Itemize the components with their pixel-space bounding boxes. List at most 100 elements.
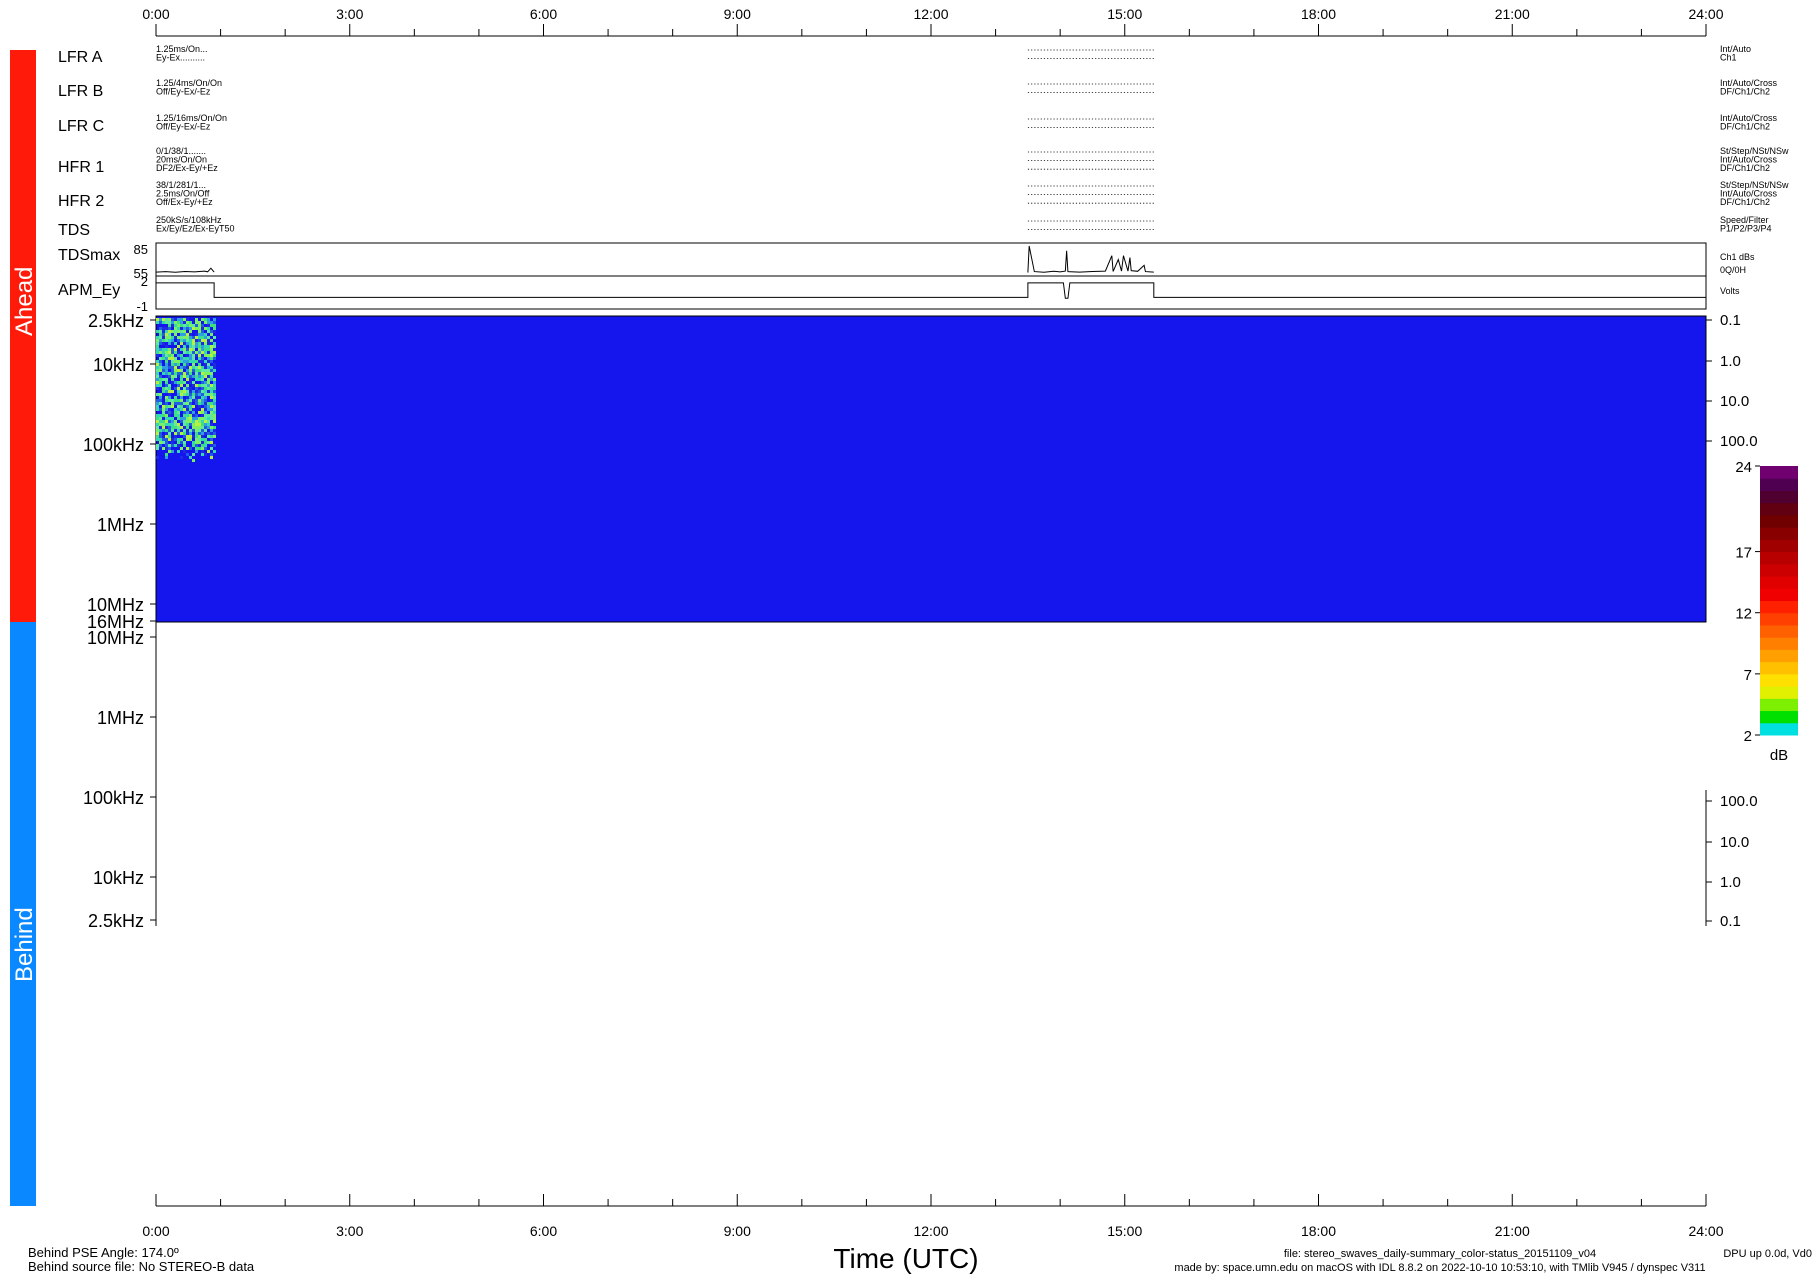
colorbar-cell [1760,637,1798,650]
spectrogram-cell [180,336,183,339]
apm-frame [155,275,1707,310]
spectrogram-cell [186,423,189,426]
spectrogram-cell [162,429,165,432]
spectrogram-cell [180,417,183,420]
spectrogram-cell [201,357,204,360]
spectrogram-cell [207,351,210,354]
spectrogram-cell [204,327,207,330]
ahead-ytick-label: 16MHz [87,612,144,632]
spectrogram-cell [159,330,162,333]
spectrogram-cell [207,366,210,369]
spectrogram-cell [162,321,165,324]
status-left-text: Ey-Ex.......... [156,53,205,63]
spectrogram-cell [192,336,195,339]
status-left-text: 1.25/16ms/On/On [156,113,227,123]
time-tick-label: 6:00 [530,1223,557,1239]
spectrogram-cell [213,411,216,414]
spectrogram-cell [207,408,210,411]
status-left-text: 1.25ms/On... [156,44,208,54]
spectrogram-cell [162,402,165,405]
spectrogram-cell [171,336,174,339]
spectrogram-cell [189,360,192,363]
spectrogram-cell [156,393,159,396]
spectrogram-cell [213,378,216,381]
status-right-text: Speed/Filter [1720,215,1769,225]
spectrogram-cell [177,366,180,369]
spectrogram-cell [189,417,192,420]
spectrogram-cell [174,321,177,324]
spectrogram-cell [195,396,198,399]
spectrogram-cell [162,435,165,438]
status-rows: LFR A 1.25ms/On...Ey-Ex.......... Int/Auto… [58,44,1789,239]
spectrogram-cell [168,426,171,429]
ahead-ytick-label: 1MHz [97,515,144,535]
spectrogram-cell [156,417,159,420]
colorbar-cell [1760,466,1798,479]
spectrogram-cell [195,333,198,336]
spectrogram-cell [213,327,216,330]
spectrogram-cell [180,321,183,324]
spectrogram-cell [195,366,198,369]
spectrogram-cell [168,387,171,390]
spectrogram-cell [201,354,204,357]
spectrogram-cell [165,441,168,444]
spectrogram-cell [189,372,192,375]
spectrogram-cell [189,408,192,411]
spectrogram-cell [201,426,204,429]
spectrogram-cell [213,444,216,447]
spectrogram-cell [201,423,204,426]
spectrogram-cell [213,318,216,321]
xlabel: Time (UTC) [833,1243,978,1274]
spectrogram-cell [156,363,159,366]
spectrogram-cell [174,438,177,441]
spectrogram-cell [171,375,174,378]
spectrogram-cell [180,456,183,459]
status-right-text: St/Step/NSt/NSw [1720,146,1789,156]
spectrogram-cell [183,423,186,426]
spectrogram-cell [213,399,216,402]
spectrogram-cell [189,423,192,426]
spectrogram-cell [186,318,189,321]
spectrogram-cell [213,408,216,411]
spectrogram-cell [168,339,171,342]
spectrogram-cell [162,372,165,375]
spectrogram-cell [201,384,204,387]
spectrogram-cell [183,432,186,435]
spectrogram-cell [189,399,192,402]
spectrogram-cell [207,432,210,435]
spectrogram-cell [204,360,207,363]
spectrogram-cell [159,393,162,396]
spectrogram-cell [198,447,201,450]
spectrogram-cell [204,354,207,357]
spectrogram-cell [192,411,195,414]
spectrogram-cell [189,354,192,357]
behind-spectrogram: 10MHz 1MHz 100kHz 10kHz 2.5kHz 100.0 10.0 1.0 0.… [83,622,1758,931]
db-colorbar: 24 17 12 7 2 dB [1735,459,1798,764]
spectrogram-cell [156,447,159,450]
spectrogram-cell [195,393,198,396]
spectrogram-cell [183,342,186,345]
spectrogram-cell [174,387,177,390]
time-tick-label: 15:00 [1107,6,1142,22]
spectrogram-cell [207,372,210,375]
spectrogram-cell [156,330,159,333]
spectrogram-cell [177,369,180,372]
behind-right-tick-label: 100.0 [1720,793,1758,810]
spectrogram-cell [165,423,168,426]
spectrogram-cell [168,321,171,324]
spectrogram-cell [198,360,201,363]
spectrogram-cell [165,429,168,432]
spectrogram-cell [201,411,204,414]
spectrogram-cell [177,393,180,396]
spectrogram-cell [201,450,204,453]
spectrogram-cell [168,363,171,366]
spectrogram-cell [162,414,165,417]
spectrogram-cell [189,330,192,333]
spectrogram-cell [183,348,186,351]
spectrogram-cell [192,342,195,345]
spectrogram-cell [183,429,186,432]
status-row-name: HFR 2 [58,193,104,210]
spectrogram-cell [204,366,207,369]
spectrogram-cell [168,447,171,450]
